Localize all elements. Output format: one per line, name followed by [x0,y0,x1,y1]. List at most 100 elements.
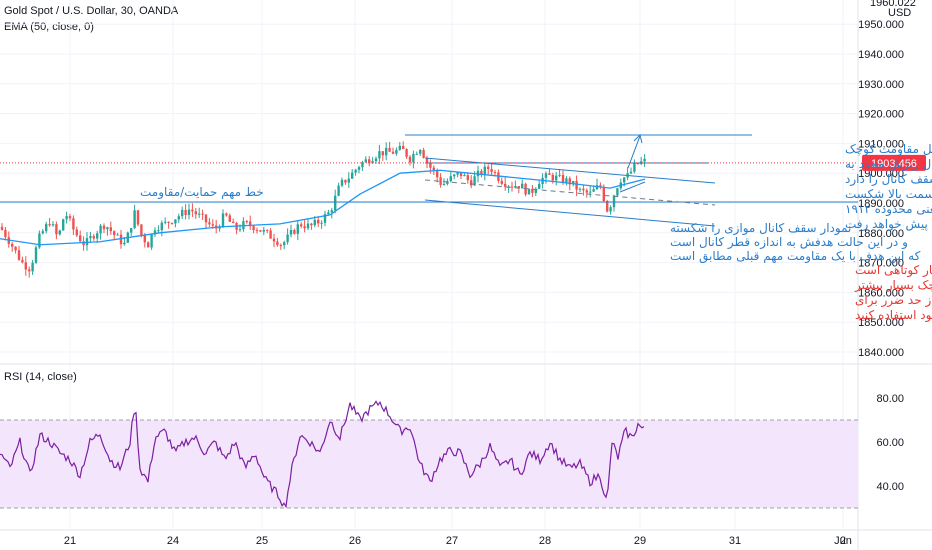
candle-body [317,219,320,224]
candle-body [463,175,466,177]
candle-body [58,230,61,235]
channel-note-line: که این هدف با یک مقاومت مهم قبلی مطابق ا… [670,249,921,264]
candle-body [371,161,374,164]
candle-body [323,214,327,223]
candle-body [517,186,520,189]
candle-body [306,223,310,229]
candle-body [357,167,361,170]
candle-body [164,221,167,223]
price-tick-label: 1930.000 [858,79,904,91]
candle-body [228,215,231,222]
candle-body [483,166,486,175]
candle-body [368,159,371,164]
time-tick-label: 25 [256,535,268,547]
target-note-line: یعنی محدوده ۱۹۱۲ [845,202,932,217]
candle-body [555,175,558,181]
candle-body [153,230,157,235]
candle-body [177,216,180,220]
last-price-text: 1903.456 [871,158,917,170]
symbol-title: Gold Spot / U.S. Dollar, 30, OANDA [4,5,179,17]
candle-body [419,150,422,154]
candle-body [133,210,136,229]
rsi-tick-label: 60.00 [876,437,904,449]
candle-body [432,167,435,171]
price-axis[interactable]: 1950.000 1940.000 1930.000 1920.000 1910.000… [858,19,904,359]
rsi-axis[interactable]: 80.00 60.00 40.00 [876,393,904,493]
candle-body [459,172,463,177]
candle-body [568,178,571,185]
candle-body [347,178,350,183]
candle-body [402,146,405,150]
target-note-line: به سمت بالا شکست [845,187,932,201]
candle-body [565,178,568,183]
candle-body [405,149,408,157]
candle-body [38,233,41,248]
candle-body [436,170,439,178]
candle-body [232,221,235,224]
candle-body [334,195,337,211]
candle-body [504,183,507,187]
candle-body [310,223,313,226]
rsi-line [0,400,645,509]
time-tick-label: 2 [840,535,846,547]
candle-body [204,214,208,223]
candle-body [201,213,204,215]
candle-body [102,225,106,230]
candle-body [442,183,446,185]
top-price-cut: 1960.022 [870,0,916,9]
candle-body [116,234,119,236]
candle-body [218,226,221,229]
candle-body [41,231,44,234]
candle-body [113,231,116,236]
price-tick-label: 1890.000 [858,198,904,210]
candle-body [167,221,170,223]
candle-body [616,188,619,196]
rsi-tick-label: 80.00 [876,393,904,405]
time-tick-label: 21 [64,535,76,547]
candle-body [147,242,150,248]
candle-body [184,209,187,215]
channel-note-line: و در این حالت هدفش به اندازه قطر کانال ا… [670,235,908,250]
candle-body [106,227,109,230]
candle-body [490,169,493,173]
candle-body [449,176,452,182]
candle-body [585,190,588,193]
candle-body [174,219,177,224]
candle-body [548,173,551,175]
candle-body [446,181,449,184]
candle-body [272,238,276,242]
candle-body [51,224,55,226]
candle-body [480,170,483,175]
candle-body [85,238,89,246]
candle-body [439,177,442,185]
candle-body [82,241,85,246]
candle-body [364,159,367,163]
candle-body [289,230,293,235]
candle-body [589,191,592,193]
candle-body [65,216,68,220]
candle-body [466,175,469,181]
candle-body [374,158,378,162]
candle-body [527,188,531,195]
candle-body [283,242,286,246]
time-tick-label: 24 [167,535,179,547]
support-label: خط مهم حمایت/مقاومت [140,185,264,200]
candle-body [45,224,48,232]
candle-body [123,242,126,245]
candle-body [279,245,282,247]
candle-body [340,179,344,186]
candle-body [487,166,490,170]
candle-body [245,221,248,223]
candle-body [181,209,184,217]
candle-body [395,149,398,154]
candle-body [344,179,347,183]
rsi-tick-label: 40.00 [876,481,904,493]
candle-body [609,207,612,212]
price-tick-label: 1880.000 [858,228,904,240]
candle-body [96,233,99,239]
rsi-indicator-label[interactable]: RSI (14, close) [4,371,77,383]
candle-body [300,224,303,227]
